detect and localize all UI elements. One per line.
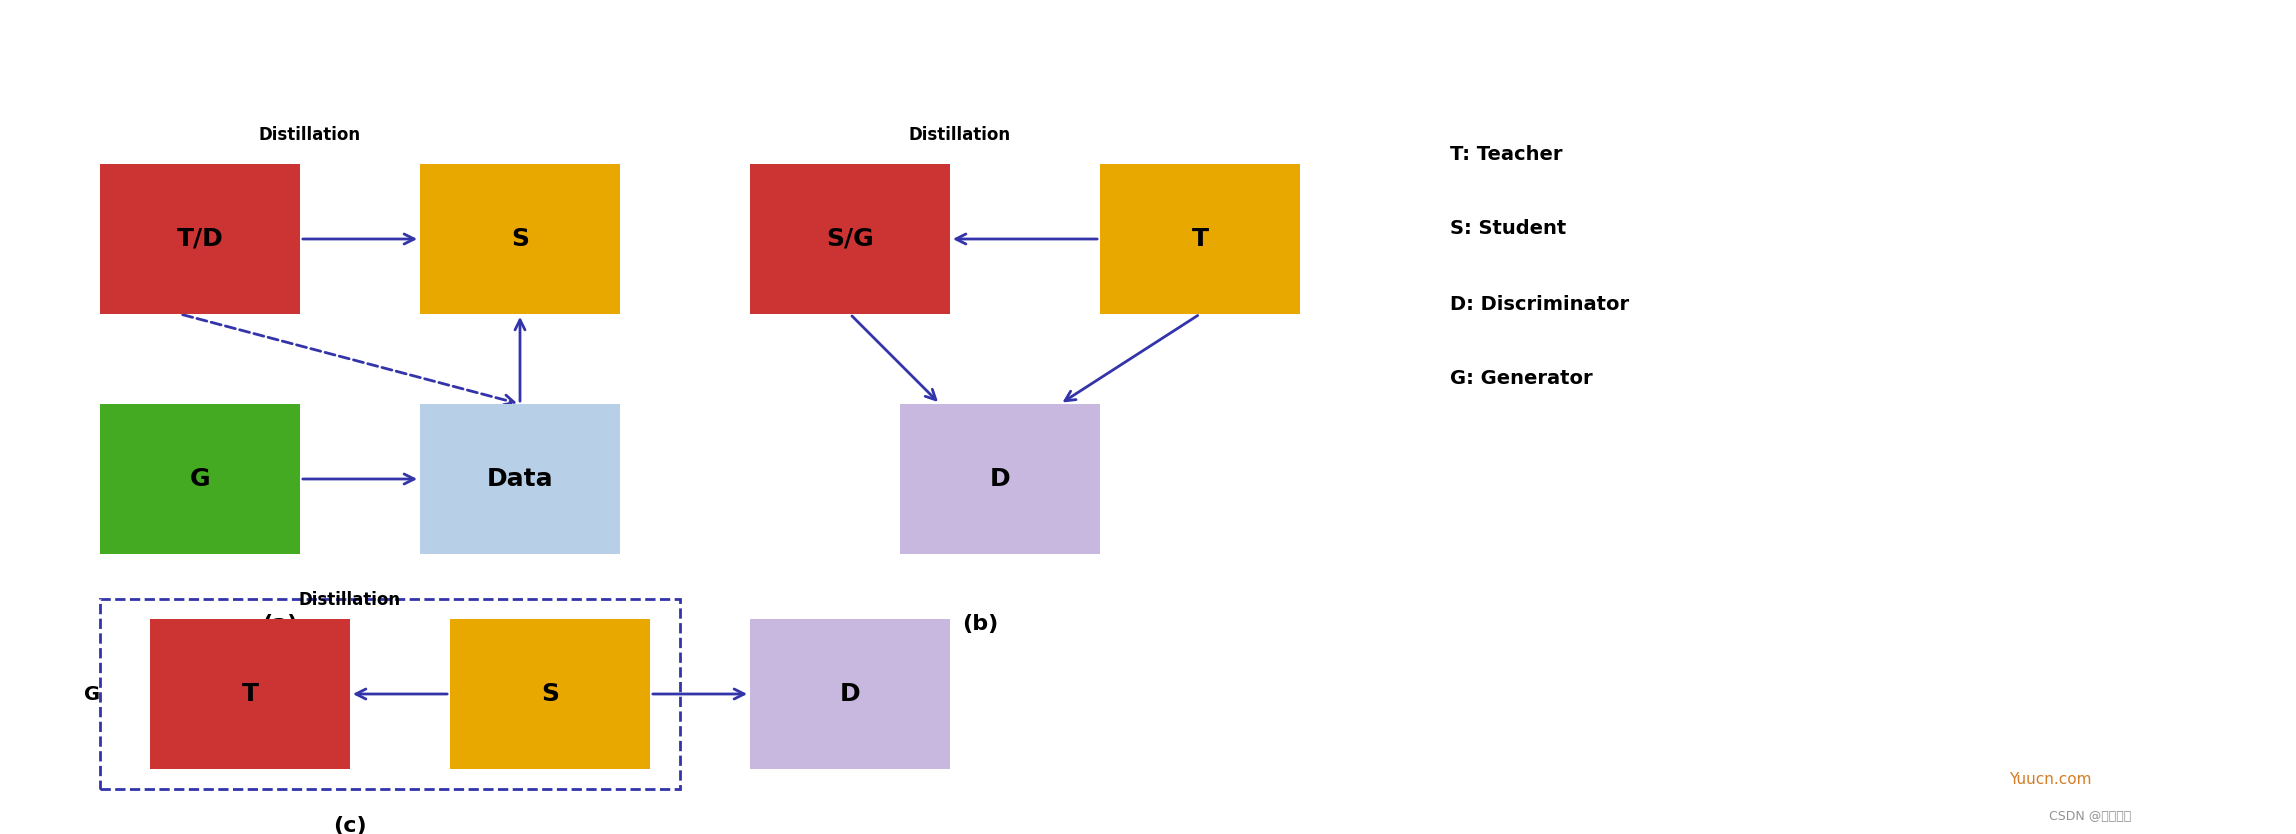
Text: T: T (1192, 227, 1208, 251)
Text: Data: Data (487, 467, 553, 491)
Text: T: Teacher: T: Teacher (1451, 144, 1564, 163)
Text: D: Discriminator: D: Discriminator (1451, 294, 1630, 314)
Text: T/D: T/D (177, 227, 223, 251)
Text: G: G (191, 467, 211, 491)
FancyBboxPatch shape (450, 619, 650, 769)
Text: D: D (840, 682, 861, 706)
Text: S: Student: S: Student (1451, 219, 1566, 239)
FancyBboxPatch shape (900, 404, 1100, 554)
FancyBboxPatch shape (1100, 164, 1300, 314)
Text: Distillation: Distillation (909, 126, 1010, 144)
Text: G: Generator: G: Generator (1451, 369, 1593, 389)
Text: S: S (542, 682, 558, 706)
FancyBboxPatch shape (751, 619, 951, 769)
Text: S: S (512, 227, 528, 251)
FancyBboxPatch shape (420, 404, 620, 554)
Text: Distillation: Distillation (259, 126, 360, 144)
Text: (a): (a) (262, 614, 298, 634)
Text: T: T (241, 682, 259, 706)
Text: S/G: S/G (827, 227, 875, 251)
Text: Distillation: Distillation (298, 591, 402, 609)
Text: CSDN @烧路遮遮: CSDN @烧路遮遮 (2048, 810, 2131, 822)
FancyBboxPatch shape (420, 164, 620, 314)
FancyBboxPatch shape (101, 404, 301, 554)
Text: (b): (b) (962, 614, 999, 634)
Text: Yuucn.com: Yuucn.com (2009, 771, 2092, 786)
Text: G: G (85, 685, 101, 704)
Text: D: D (990, 467, 1010, 491)
Bar (101, 599, 680, 789)
FancyBboxPatch shape (149, 619, 349, 769)
FancyBboxPatch shape (751, 164, 951, 314)
FancyBboxPatch shape (101, 164, 301, 314)
Text: (c): (c) (333, 816, 367, 834)
